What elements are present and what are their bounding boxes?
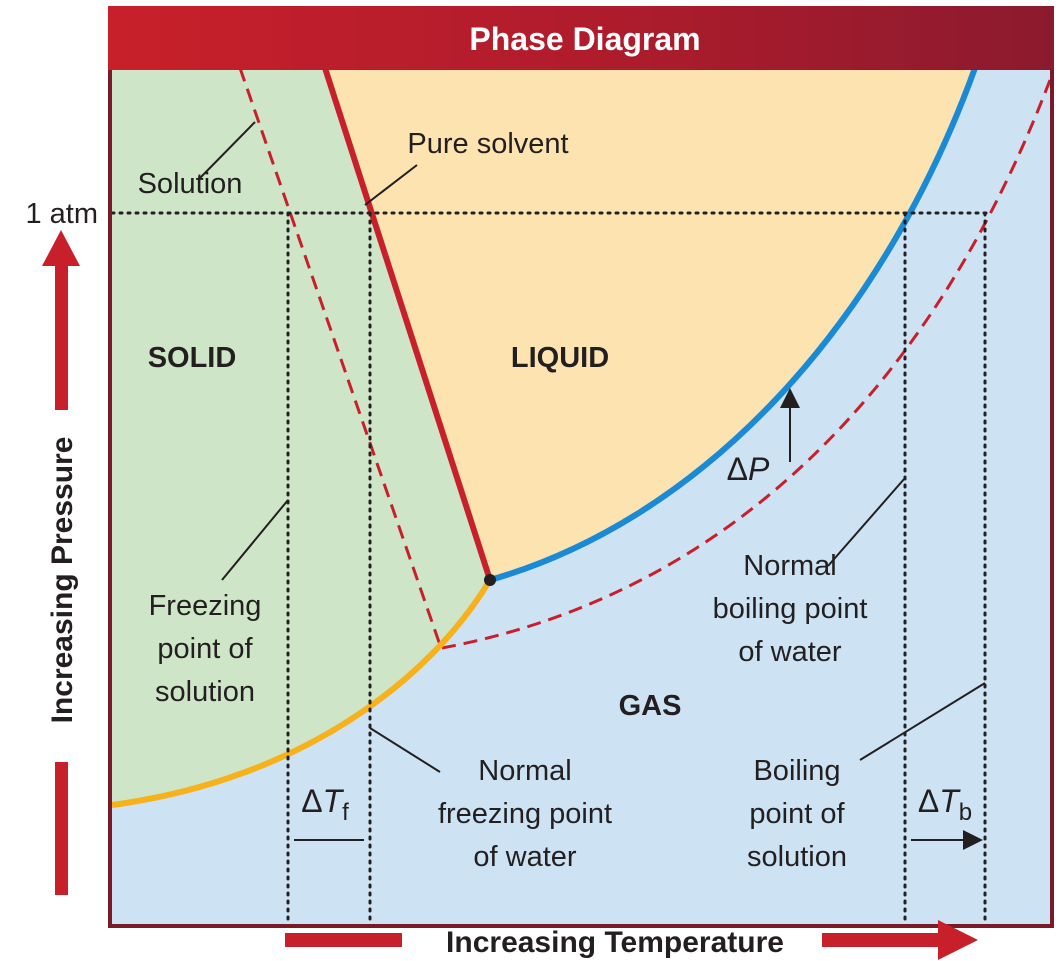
y-axis-label: Increasing Pressure: [46, 437, 79, 724]
label-line: boiling point: [713, 593, 868, 625]
title-bar: [108, 6, 1054, 70]
label-line: point of: [157, 633, 253, 665]
arrow-shaft: [822, 933, 942, 947]
label-line: of water: [738, 636, 841, 668]
arrow-head: [938, 920, 978, 960]
delta-tb: ΔTb: [918, 783, 972, 826]
label-line: solution: [747, 841, 847, 873]
delta-p: ΔP: [727, 451, 770, 487]
label-line: freezing point: [438, 798, 612, 830]
region-label: LIQUID: [511, 342, 609, 374]
label: Pure solvent: [407, 128, 568, 160]
label-line: Boiling: [753, 755, 840, 787]
axis-arrows: [42, 230, 978, 960]
label-line: of water: [473, 841, 576, 873]
pressure-mark: 1 atm: [25, 198, 98, 230]
triple-point: [484, 574, 496, 586]
liquid-region: [325, 68, 975, 580]
delta-arrows: [294, 392, 979, 840]
label-line: point of: [749, 798, 845, 830]
region-label: SOLID: [148, 342, 237, 374]
label-line: Normal: [743, 550, 836, 582]
multiline-labels: Normal boiling point of water Freezing point…: [149, 550, 868, 873]
reference-lines: [110, 211, 994, 927]
leader-lines: [199, 121, 986, 773]
arrow-head: [42, 230, 80, 266]
arrow-shaft: [285, 933, 402, 947]
arrow-shaft: [55, 762, 68, 895]
region-label: GAS: [619, 690, 682, 722]
title: Phase Diagram: [469, 21, 700, 57]
arrow-shaft: [55, 262, 68, 410]
solution-freezing-line: [238, 67, 442, 646]
label-line: solution: [155, 676, 255, 708]
sublimation-line: [111, 578, 493, 808]
label-line: Normal: [478, 755, 571, 787]
label-line: Freezing: [149, 590, 262, 622]
label: Solution: [138, 168, 243, 200]
delta-tf: ΔTf: [301, 783, 349, 826]
solid-region: [110, 68, 490, 805]
plot: [110, 66, 1052, 927]
pure-freezing-line: [322, 67, 493, 581]
x-axis-label: Increasing Temperature: [446, 926, 784, 959]
